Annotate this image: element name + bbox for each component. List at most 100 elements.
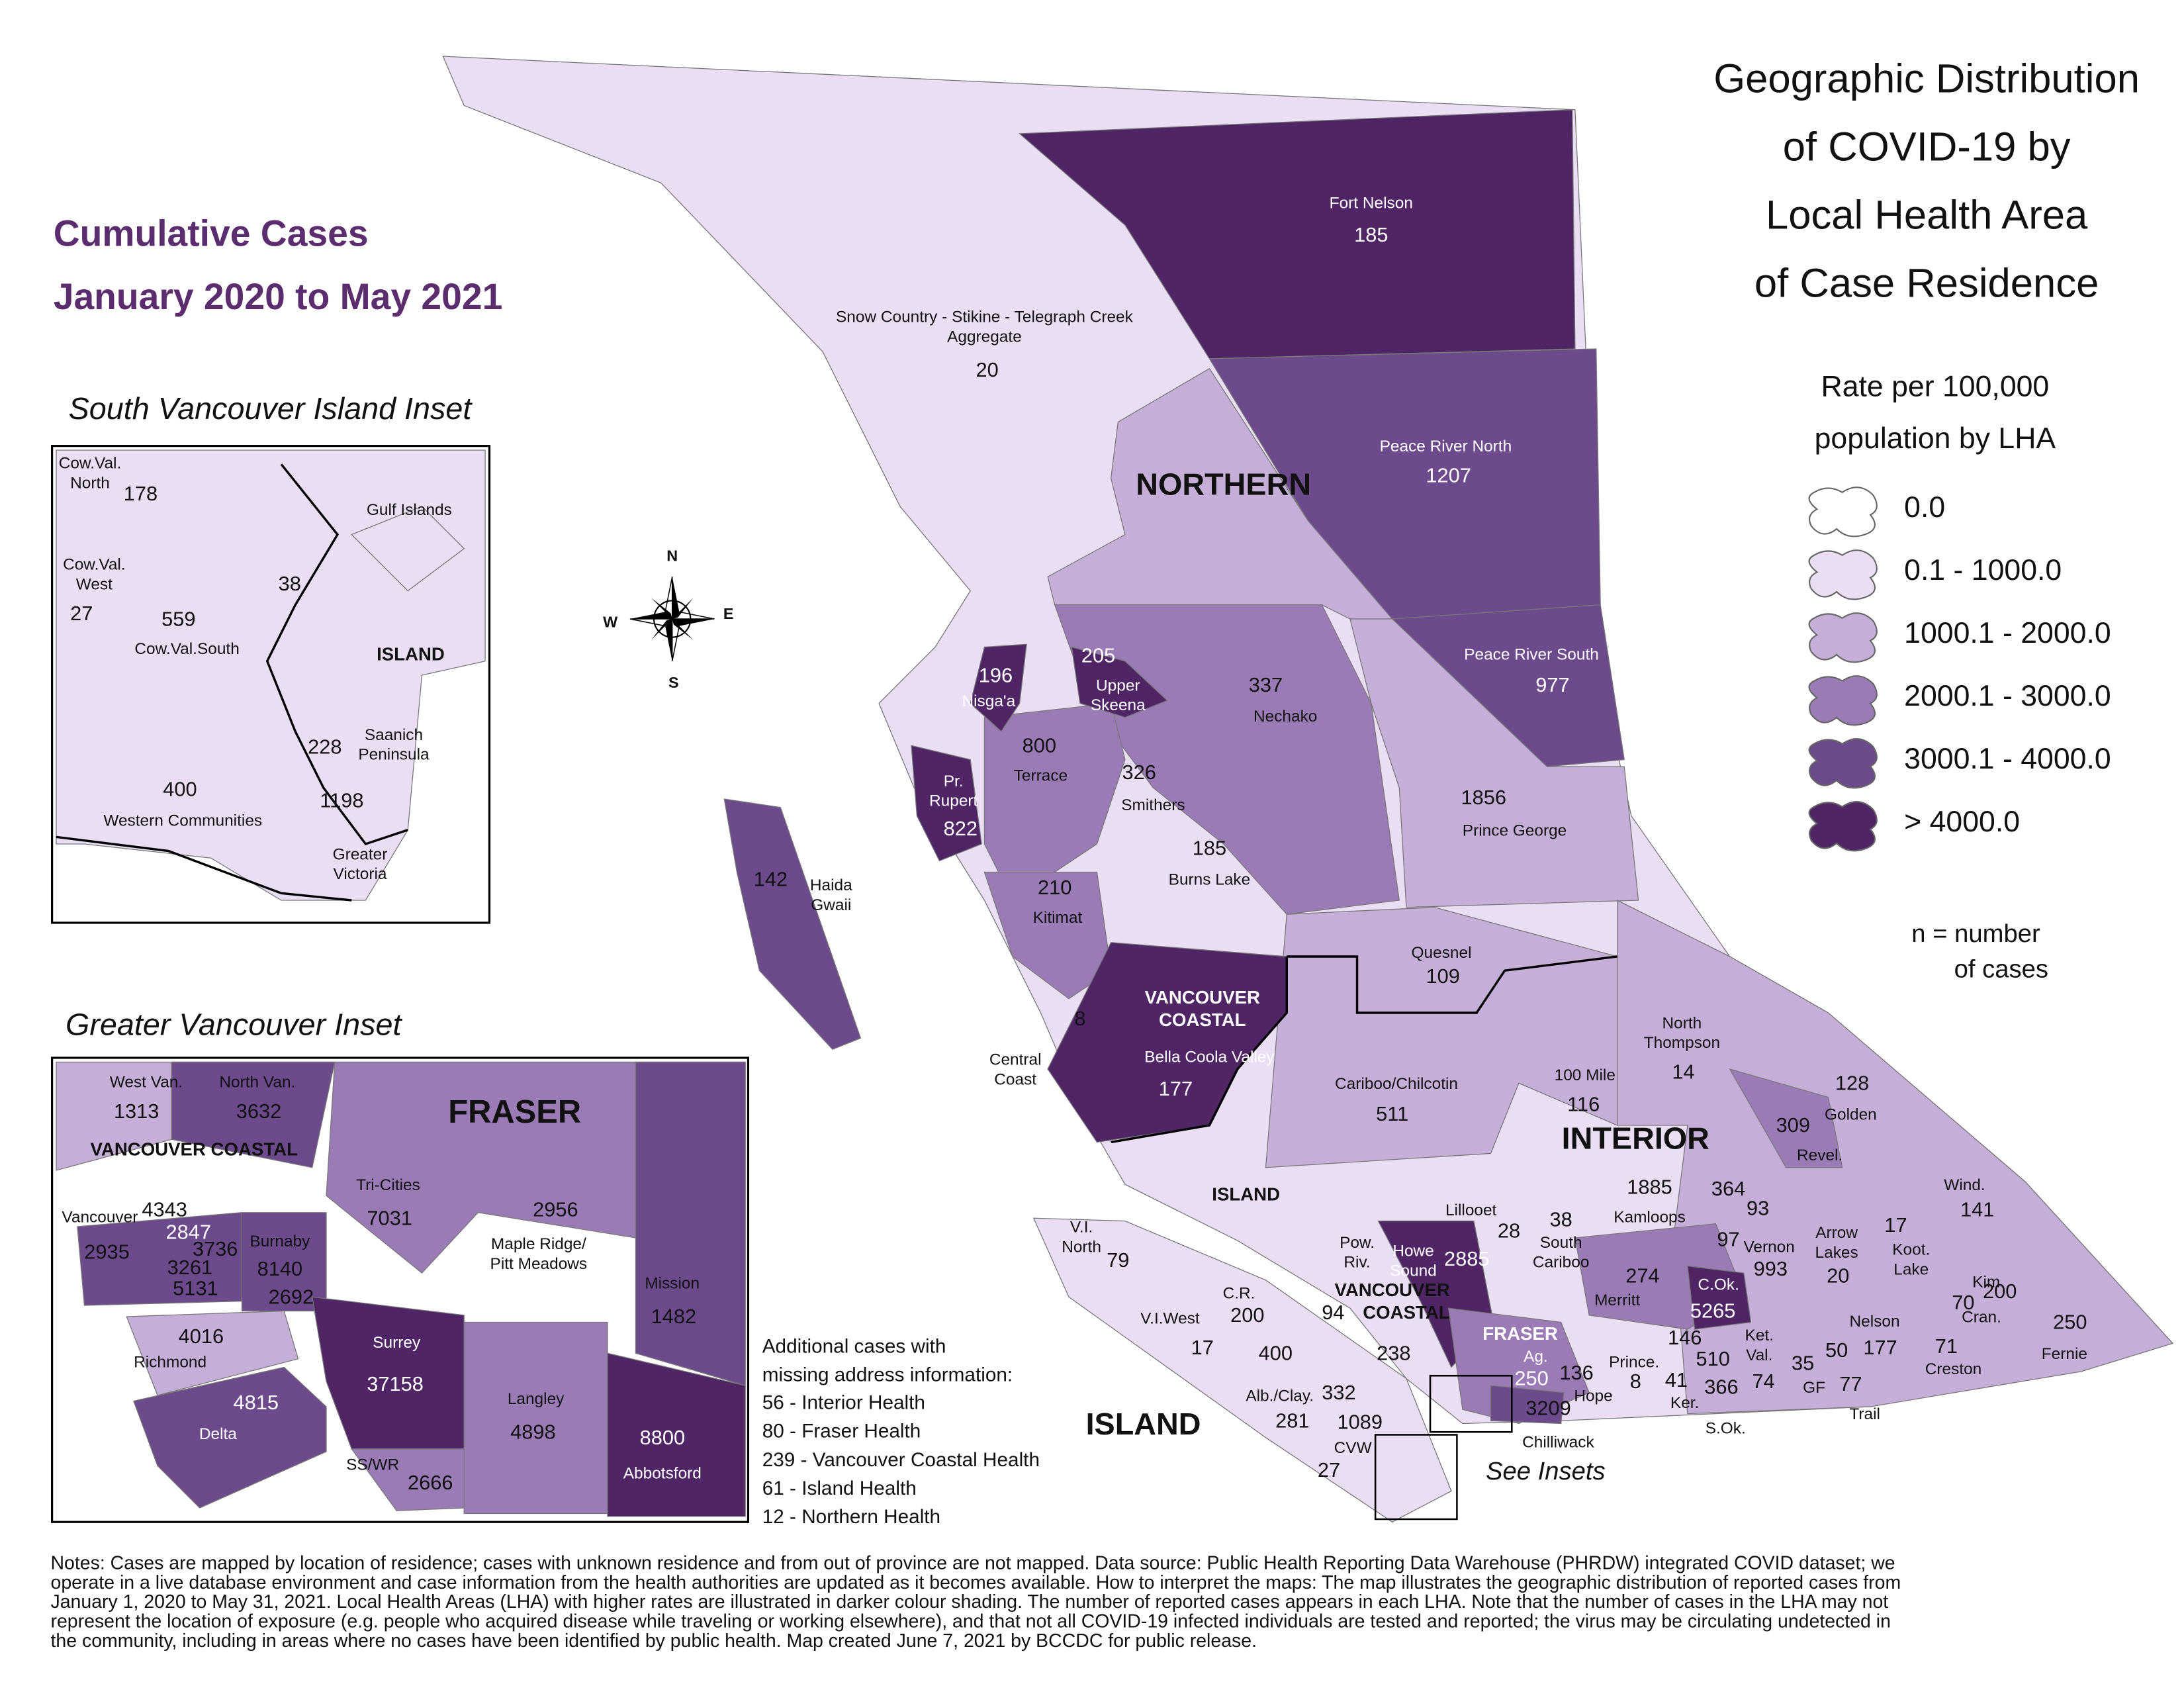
legend-label: > 4000.0	[1904, 806, 2020, 838]
authority-boundary	[1287, 955, 1617, 1014]
lha-cases: 20	[976, 358, 999, 381]
lha-cases: 4343	[142, 1198, 187, 1221]
lha-cases: 94	[1322, 1301, 1344, 1324]
note-line: represent the location of exposure (e.g.…	[50, 1611, 1890, 1632]
region-label: VANCOUVER COASTAL	[91, 1139, 298, 1160]
lha-name: Prince George	[1463, 821, 1567, 839]
lha-name: Burns Lake	[1169, 871, 1251, 889]
lha-cases: 136	[1559, 1361, 1593, 1384]
lha-name: Bella Coola Valley	[1144, 1048, 1275, 1066]
lha-cases: 8140	[257, 1257, 303, 1280]
lha-cases: 146	[1668, 1326, 1702, 1349]
legend-swatch	[1808, 738, 1878, 789]
lha-name: Terrace	[1014, 767, 1068, 784]
lha-cases: 1856	[1461, 786, 1507, 809]
lha-name: Peninsula	[358, 746, 430, 764]
inset-shoreline	[56, 835, 352, 902]
lha-cases: 142	[754, 867, 788, 890]
lha-cases: 4016	[179, 1325, 224, 1348]
lha-name: Koot.	[1892, 1241, 1930, 1259]
lha-cases: 38	[279, 572, 301, 595]
lha-name: Golden	[1825, 1106, 1877, 1124]
lha-name: Hope	[1574, 1387, 1612, 1405]
inset-lha-area	[635, 1061, 746, 1386]
additional-item: 239 - Vancouver Coastal Health	[762, 1449, 1040, 1471]
region-label: ISLAND	[1086, 1407, 1201, 1441]
compass-letter: N	[666, 547, 678, 565]
lha-name: Gwaii	[811, 896, 851, 914]
map-shapes	[56, 56, 2174, 1523]
lha-name: Nisga'a	[962, 692, 1015, 710]
lha-name: V.I.West	[1140, 1310, 1200, 1328]
legend-swatch	[1808, 675, 1878, 726]
lha-cases: 1885	[1627, 1176, 1672, 1199]
lha-cases: 1207	[1426, 464, 1471, 487]
legend-label: 1000.1 - 2000.0	[1904, 617, 2111, 649]
inset-shoreline	[265, 463, 408, 846]
legend-title: Rate per 100,000	[1821, 370, 2050, 402]
lha-cases: 281	[1275, 1409, 1309, 1432]
inset-lha-area	[171, 1061, 336, 1168]
lha-cases: 27	[1318, 1458, 1340, 1481]
inset-title: Greater Vancouver Inset	[66, 1008, 402, 1042]
lha-name: South	[1540, 1234, 1582, 1252]
lha-cases: 27	[70, 602, 93, 625]
lha-cases: 37158	[367, 1372, 424, 1395]
lha-cases: 2692	[269, 1285, 314, 1308]
note-line: operate in a live database environment a…	[50, 1572, 1901, 1593]
lha-name: Cariboo/Chilcotin	[1335, 1075, 1458, 1093]
additional-item: 56 - Interior Health	[762, 1392, 925, 1414]
lha-cases: 3261	[167, 1256, 213, 1279]
inset-frames	[51, 445, 1513, 1523]
lha-name: Ag.	[1524, 1348, 1548, 1366]
lha-name: Haida	[810, 876, 852, 894]
lha-name: Creston	[1925, 1360, 1982, 1378]
additional-heading: Additional cases with	[762, 1336, 946, 1358]
lha-name: Wind.	[1944, 1176, 1985, 1194]
lha-cases: 200	[1230, 1303, 1264, 1327]
map-title: Geographic Distribution	[1713, 56, 2140, 102]
map-title: Local Health Area	[1766, 193, 2088, 238]
lha-cases: 79	[1107, 1248, 1129, 1272]
lha-cases: 5265	[1690, 1299, 1736, 1323]
lha-name: Lillooet	[1445, 1201, 1497, 1219]
note-line: Notes: Cases are mapped by location of r…	[50, 1552, 1895, 1573]
legend-label: 0.0	[1904, 491, 1945, 524]
region-label: VANCOUVER	[1334, 1280, 1449, 1300]
lha-name: Smithers	[1121, 796, 1185, 814]
lha-cases: 2885	[1444, 1247, 1490, 1270]
lha-name: Saanich	[365, 726, 423, 744]
compass-letter: W	[603, 614, 618, 631]
lha-name: Nechako	[1253, 708, 1317, 726]
lha-name: Ket.	[1745, 1327, 1774, 1344]
legend-label: 2000.1 - 3000.0	[1904, 680, 2111, 712]
region-label: VANCOUVER	[1145, 987, 1260, 1008]
lha-name: Cow.Val.	[63, 556, 126, 574]
region-label: INTERIOR	[1562, 1121, 1709, 1156]
lha-cases: 274	[1625, 1264, 1659, 1288]
lha-cases: 366	[1704, 1375, 1738, 1398]
lha-name: Langley	[508, 1390, 565, 1408]
inset-lha-area	[133, 1366, 327, 1509]
lha-name: Chilliwack	[1522, 1434, 1594, 1452]
lha-name: Vernon	[1743, 1238, 1794, 1256]
lha-name: 100 Mile	[1555, 1066, 1615, 1084]
lha-cases: 210	[1038, 876, 1071, 899]
authority-boundary	[1111, 956, 1289, 1144]
legend-label: 0.1 - 1000.0	[1904, 554, 2062, 586]
lha-name: Sound	[1390, 1262, 1437, 1280]
lha-cases: 70	[1952, 1291, 1974, 1314]
lha-name: Peace River North	[1380, 438, 1512, 455]
legend-note: of cases	[1954, 955, 2048, 983]
lha-cases: 2935	[84, 1240, 130, 1263]
lha-cases: 177	[1159, 1077, 1193, 1100]
map-texts: Fort Nelson 185 Snow Country - Stikine - T…	[50, 56, 2140, 1652]
lha-cases: 77	[1839, 1372, 1862, 1395]
lha-area	[1071, 646, 1168, 718]
note-line: January 1, 2020 to May 31, 2021. Local H…	[50, 1591, 1888, 1613]
lha-cases: 510	[1696, 1347, 1729, 1370]
lha-name: Fort Nelson	[1330, 195, 1413, 212]
lha-cases: 128	[1835, 1072, 1869, 1095]
lha-cases: 28	[1498, 1219, 1520, 1243]
